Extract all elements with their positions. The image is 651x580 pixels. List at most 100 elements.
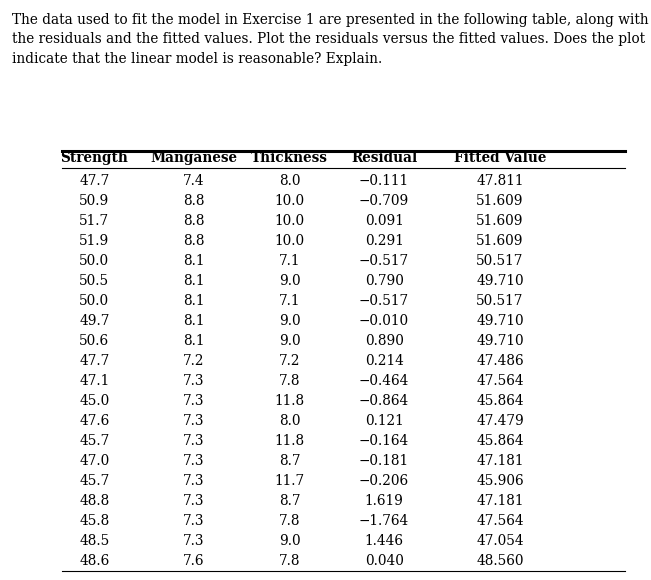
Text: −0.010: −0.010 bbox=[359, 314, 409, 328]
Text: −0.464: −0.464 bbox=[359, 374, 409, 388]
Text: 49.710: 49.710 bbox=[476, 274, 524, 288]
Text: 47.181: 47.181 bbox=[477, 454, 523, 468]
Text: Manganese: Manganese bbox=[150, 151, 238, 165]
Text: 8.7: 8.7 bbox=[279, 454, 301, 468]
Text: Strength: Strength bbox=[61, 151, 128, 165]
Text: 48.5: 48.5 bbox=[79, 534, 109, 548]
Text: 51.609: 51.609 bbox=[477, 214, 523, 228]
Text: 7.8: 7.8 bbox=[279, 554, 301, 568]
Text: 7.2: 7.2 bbox=[183, 354, 205, 368]
Text: −0.164: −0.164 bbox=[359, 434, 409, 448]
Text: 48.560: 48.560 bbox=[477, 554, 523, 568]
Text: −1.764: −1.764 bbox=[359, 514, 409, 528]
Text: 47.479: 47.479 bbox=[476, 414, 524, 428]
Text: 9.0: 9.0 bbox=[279, 534, 301, 548]
Text: 49.710: 49.710 bbox=[476, 314, 524, 328]
Text: 50.6: 50.6 bbox=[79, 334, 109, 348]
Text: 0.790: 0.790 bbox=[365, 274, 404, 288]
Text: −0.111: −0.111 bbox=[359, 174, 409, 188]
Text: 7.4: 7.4 bbox=[183, 174, 205, 188]
Text: 7.3: 7.3 bbox=[183, 494, 205, 508]
Text: 8.1: 8.1 bbox=[183, 274, 205, 288]
Text: 49.7: 49.7 bbox=[79, 314, 109, 328]
Text: 7.3: 7.3 bbox=[183, 474, 205, 488]
Text: 47.564: 47.564 bbox=[476, 514, 524, 528]
Text: 8.1: 8.1 bbox=[183, 314, 205, 328]
Text: −0.517: −0.517 bbox=[359, 294, 409, 308]
Text: 50.0: 50.0 bbox=[79, 294, 109, 308]
Text: 1.446: 1.446 bbox=[365, 534, 404, 548]
Text: 47.0: 47.0 bbox=[79, 454, 109, 468]
Text: 8.8: 8.8 bbox=[183, 194, 205, 208]
Text: 7.3: 7.3 bbox=[183, 454, 205, 468]
Text: 7.3: 7.3 bbox=[183, 414, 205, 428]
Text: 47.7: 47.7 bbox=[79, 354, 109, 368]
Text: 45.0: 45.0 bbox=[79, 394, 109, 408]
Text: 50.517: 50.517 bbox=[477, 294, 523, 308]
Text: 0.890: 0.890 bbox=[365, 334, 404, 348]
Text: 7.1: 7.1 bbox=[279, 294, 301, 308]
Text: 9.0: 9.0 bbox=[279, 334, 301, 348]
Text: 51.609: 51.609 bbox=[477, 234, 523, 248]
Text: 45.864: 45.864 bbox=[476, 394, 524, 408]
Text: 8.1: 8.1 bbox=[183, 254, 205, 268]
Text: 47.7: 47.7 bbox=[79, 174, 109, 188]
Text: 49.710: 49.710 bbox=[476, 334, 524, 348]
Text: 45.906: 45.906 bbox=[476, 474, 524, 488]
Text: 47.564: 47.564 bbox=[476, 374, 524, 388]
Text: 10.0: 10.0 bbox=[275, 214, 305, 228]
Text: 8.1: 8.1 bbox=[183, 334, 205, 348]
Text: Fitted Value: Fitted Value bbox=[454, 151, 546, 165]
Text: 45.8: 45.8 bbox=[79, 514, 109, 528]
Text: 47.811: 47.811 bbox=[477, 174, 523, 188]
Text: 8.8: 8.8 bbox=[183, 234, 205, 248]
Text: 10.0: 10.0 bbox=[275, 194, 305, 208]
Text: 51.9: 51.9 bbox=[79, 234, 109, 248]
Text: The data used to fit the model in Exercise 1 are presented in the following tabl: The data used to fit the model in Exerci… bbox=[12, 13, 648, 66]
Text: 11.8: 11.8 bbox=[275, 434, 305, 448]
Text: 0.121: 0.121 bbox=[365, 414, 404, 428]
Text: 45.7: 45.7 bbox=[79, 474, 109, 488]
Text: −0.181: −0.181 bbox=[359, 454, 409, 468]
Text: 51.609: 51.609 bbox=[477, 194, 523, 208]
Text: 7.3: 7.3 bbox=[183, 434, 205, 448]
Text: 7.2: 7.2 bbox=[279, 354, 301, 368]
Text: 0.040: 0.040 bbox=[365, 554, 404, 568]
Text: 8.7: 8.7 bbox=[279, 494, 301, 508]
Text: −0.517: −0.517 bbox=[359, 254, 409, 268]
Text: 47.181: 47.181 bbox=[477, 494, 523, 508]
Text: 50.5: 50.5 bbox=[79, 274, 109, 288]
Text: 11.8: 11.8 bbox=[275, 394, 305, 408]
Text: 8.0: 8.0 bbox=[279, 174, 301, 188]
Text: 0.214: 0.214 bbox=[365, 354, 404, 368]
Text: 47.1: 47.1 bbox=[79, 374, 109, 388]
Text: Thickness: Thickness bbox=[251, 151, 328, 165]
Text: 47.6: 47.6 bbox=[79, 414, 109, 428]
Text: 11.7: 11.7 bbox=[275, 474, 305, 488]
Text: −0.709: −0.709 bbox=[359, 194, 409, 208]
Text: 47.054: 47.054 bbox=[476, 534, 524, 548]
Text: 7.6: 7.6 bbox=[183, 554, 205, 568]
Text: 50.517: 50.517 bbox=[477, 254, 523, 268]
Text: 9.0: 9.0 bbox=[279, 274, 301, 288]
Text: 8.1: 8.1 bbox=[183, 294, 205, 308]
Text: 1.619: 1.619 bbox=[365, 494, 404, 508]
Text: −0.206: −0.206 bbox=[359, 474, 409, 488]
Text: 7.3: 7.3 bbox=[183, 534, 205, 548]
Text: 0.291: 0.291 bbox=[365, 234, 404, 248]
Text: 45.864: 45.864 bbox=[476, 434, 524, 448]
Text: Residual: Residual bbox=[351, 151, 417, 165]
Text: 45.7: 45.7 bbox=[79, 434, 109, 448]
Text: 0.091: 0.091 bbox=[365, 214, 404, 228]
Text: 7.3: 7.3 bbox=[183, 374, 205, 388]
Text: 50.9: 50.9 bbox=[79, 194, 109, 208]
Text: 50.0: 50.0 bbox=[79, 254, 109, 268]
Text: 9.0: 9.0 bbox=[279, 314, 301, 328]
Text: 47.486: 47.486 bbox=[476, 354, 524, 368]
Text: 8.0: 8.0 bbox=[279, 414, 301, 428]
Text: 48.8: 48.8 bbox=[79, 494, 109, 508]
Text: 7.3: 7.3 bbox=[183, 514, 205, 528]
Text: 7.8: 7.8 bbox=[279, 514, 301, 528]
Text: 7.8: 7.8 bbox=[279, 374, 301, 388]
Text: 7.1: 7.1 bbox=[279, 254, 301, 268]
